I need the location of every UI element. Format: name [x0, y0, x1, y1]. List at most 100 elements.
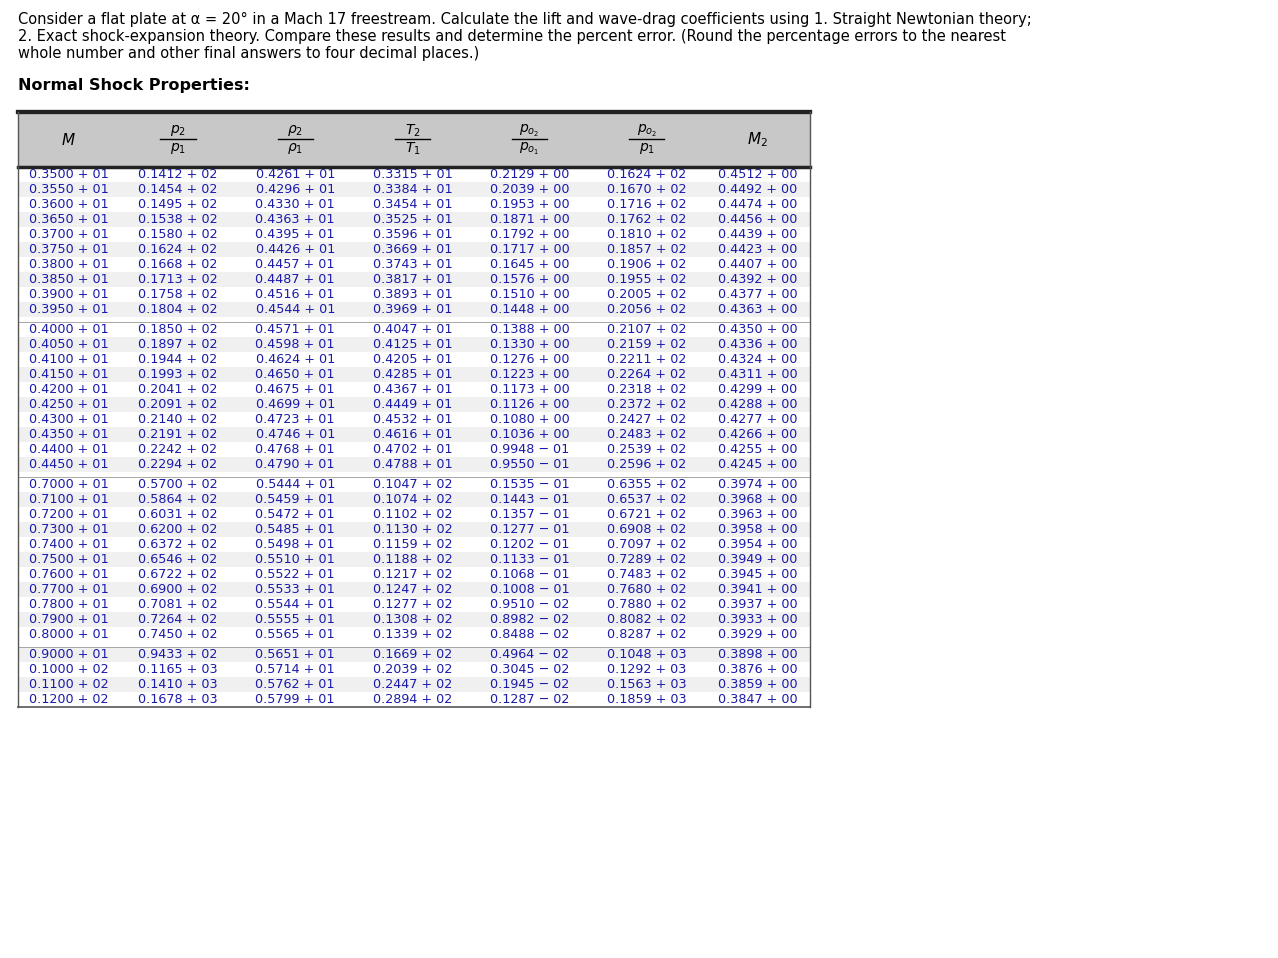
Text: 0.4616 + 01: 0.4616 + 01	[373, 428, 452, 441]
Text: 0.1670 + 02: 0.1670 + 02	[607, 183, 686, 196]
Text: 0.3817 + 01: 0.3817 + 01	[373, 273, 452, 286]
Bar	[18, 197, 810, 212]
Text: 0.1287 − 02: 0.1287 − 02	[489, 693, 569, 706]
Text: 0.4300 + 01: 0.4300 + 01	[29, 413, 109, 426]
Text: 0.4205 + 01: 0.4205 + 01	[373, 353, 452, 366]
Text: 0.3500 + 01: 0.3500 + 01	[29, 168, 109, 181]
Text: 0.3876 + 00: 0.3876 + 00	[718, 663, 797, 676]
Text: 0.1668 + 02: 0.1668 + 02	[138, 258, 217, 271]
Text: 0.4336 + 00: 0.4336 + 00	[718, 338, 797, 351]
Text: 0.4407 + 00: 0.4407 + 00	[718, 258, 797, 271]
Text: 0.3950 + 01: 0.3950 + 01	[29, 303, 109, 316]
Text: 0.4050 + 01: 0.4050 + 01	[29, 338, 109, 351]
Text: 0.3045 − 02: 0.3045 − 02	[489, 663, 569, 676]
Text: 0.1510 + 00: 0.1510 + 00	[489, 288, 570, 301]
Bar	[18, 492, 810, 507]
Text: 0.6908 + 02: 0.6908 + 02	[607, 523, 686, 536]
Text: 0.1410 + 03: 0.1410 + 03	[138, 678, 217, 691]
Text: 0.7680 + 02: 0.7680 + 02	[607, 583, 686, 596]
Text: 0.3933 + 00: 0.3933 + 00	[718, 613, 797, 626]
Bar	[18, 367, 810, 382]
Text: 0.8488 − 02: 0.8488 − 02	[489, 628, 569, 641]
Text: 0.1717 + 00: 0.1717 + 00	[489, 243, 570, 256]
Text: 0.5555 + 01: 0.5555 + 01	[256, 613, 335, 626]
Bar	[18, 522, 810, 537]
Text: 0.2447 + 02: 0.2447 + 02	[373, 678, 452, 691]
Text: 0.2539 + 02: 0.2539 + 02	[607, 443, 686, 456]
Text: $M_2$: $M_2$	[748, 130, 768, 148]
Text: 0.3949 + 00: 0.3949 + 00	[718, 553, 797, 566]
Text: 0.4790 + 01: 0.4790 + 01	[256, 458, 335, 471]
Text: 0.4439 + 00: 0.4439 + 00	[718, 228, 797, 241]
Text: 0.8287 + 02: 0.8287 + 02	[607, 628, 686, 641]
Text: 0.9510 − 02: 0.9510 − 02	[489, 598, 569, 611]
Text: 0.1100 + 02: 0.1100 + 02	[29, 678, 109, 691]
Text: 0.2318 + 02: 0.2318 + 02	[607, 383, 686, 396]
Text: 0.2107 + 02: 0.2107 + 02	[607, 323, 686, 336]
Text: 0.5444 + 01: 0.5444 + 01	[256, 478, 335, 491]
Text: 0.4350 + 01: 0.4350 + 01	[29, 428, 109, 441]
Text: 0.1068 − 01: 0.1068 − 01	[489, 568, 570, 581]
Text: 0.8082 + 02: 0.8082 + 02	[607, 613, 686, 626]
Bar	[18, 337, 810, 352]
Text: 0.3900 + 01: 0.3900 + 01	[29, 288, 109, 301]
Text: 0.4395 + 01: 0.4395 + 01	[256, 228, 335, 241]
Text: 0.4512 + 00: 0.4512 + 00	[718, 168, 797, 181]
Bar	[18, 242, 810, 257]
Text: 0.4311 + 00: 0.4311 + 00	[718, 368, 797, 381]
Text: 0.1200 + 02: 0.1200 + 02	[29, 693, 109, 706]
Bar	[18, 272, 810, 287]
Text: 0.1563 + 03: 0.1563 + 03	[607, 678, 686, 691]
Text: 0.3941 + 00: 0.3941 + 00	[718, 583, 797, 596]
Text: 0.1047 + 02: 0.1047 + 02	[373, 478, 452, 491]
Bar	[18, 287, 810, 302]
Text: 0.5799 + 01: 0.5799 + 01	[256, 693, 335, 706]
Text: 0.4788 + 01: 0.4788 + 01	[373, 458, 452, 471]
Text: 0.3974 + 00: 0.3974 + 00	[718, 478, 797, 491]
Text: 0.1036 + 00: 0.1036 + 00	[489, 428, 570, 441]
Text: 0.9948 − 01: 0.9948 − 01	[489, 443, 569, 456]
Text: 0.5714 + 01: 0.5714 + 01	[256, 663, 335, 676]
Bar	[18, 662, 810, 677]
Text: 0.2191 + 02: 0.2191 + 02	[138, 428, 217, 441]
Text: 0.5565 + 01: 0.5565 + 01	[256, 628, 335, 641]
Text: 0.2041 + 02: 0.2041 + 02	[138, 383, 217, 396]
Text: 0.3800 + 01: 0.3800 + 01	[29, 258, 109, 271]
Text: 0.1955 + 02: 0.1955 + 02	[607, 273, 686, 286]
Bar	[18, 227, 810, 242]
Text: 0.4449 + 01: 0.4449 + 01	[373, 398, 452, 411]
Bar	[18, 322, 810, 337]
Text: 0.9550 − 01: 0.9550 − 01	[489, 458, 570, 471]
Text: 0.5459 + 01: 0.5459 + 01	[256, 493, 335, 506]
Text: 0.5522 + 01: 0.5522 + 01	[256, 568, 335, 581]
Text: 0.6722 + 02: 0.6722 + 02	[138, 568, 217, 581]
Text: 0.7700 + 01: 0.7700 + 01	[29, 583, 109, 596]
Text: 0.3650 + 01: 0.3650 + 01	[29, 213, 109, 226]
Text: 0.3958 + 00: 0.3958 + 00	[718, 523, 797, 536]
Text: 0.3600 + 01: 0.3600 + 01	[29, 198, 109, 211]
Text: $p_{o_1}$: $p_{o_1}$	[519, 141, 539, 156]
Text: 0.1535 − 01: 0.1535 − 01	[489, 478, 570, 491]
Text: 0.1388 + 00: 0.1388 + 00	[489, 323, 570, 336]
Text: 0.4047 + 01: 0.4047 + 01	[373, 323, 452, 336]
Text: 0.2140 + 02: 0.2140 + 02	[138, 413, 217, 426]
Text: 0.5700 + 02: 0.5700 + 02	[138, 478, 217, 491]
Text: 0.1624 + 02: 0.1624 + 02	[607, 168, 686, 181]
Text: 0.4000 + 01: 0.4000 + 01	[29, 323, 109, 336]
Text: 0.3669 + 01: 0.3669 + 01	[373, 243, 452, 256]
Text: 0.4699 + 01: 0.4699 + 01	[256, 398, 335, 411]
Text: 0.1173 + 00: 0.1173 + 00	[489, 383, 570, 396]
Bar	[18, 477, 810, 492]
Text: 0.5498 + 01: 0.5498 + 01	[256, 538, 335, 551]
Text: $M$: $M$	[61, 131, 77, 148]
Text: 0.7880 + 02: 0.7880 + 02	[607, 598, 686, 611]
Text: 0.2039 + 00: 0.2039 + 00	[489, 183, 570, 196]
Text: 0.4255 + 00: 0.4255 + 00	[718, 443, 797, 456]
Bar	[18, 302, 810, 317]
Text: 0.2483 + 02: 0.2483 + 02	[607, 428, 686, 441]
Text: 0.1678 + 03: 0.1678 + 03	[138, 693, 217, 706]
Text: 0.1130 + 02: 0.1130 + 02	[373, 523, 452, 536]
Text: 0.4964 − 02: 0.4964 − 02	[491, 648, 569, 661]
Text: 0.1008 − 01: 0.1008 − 01	[489, 583, 570, 596]
Text: 0.3963 + 00: 0.3963 + 00	[718, 508, 797, 521]
